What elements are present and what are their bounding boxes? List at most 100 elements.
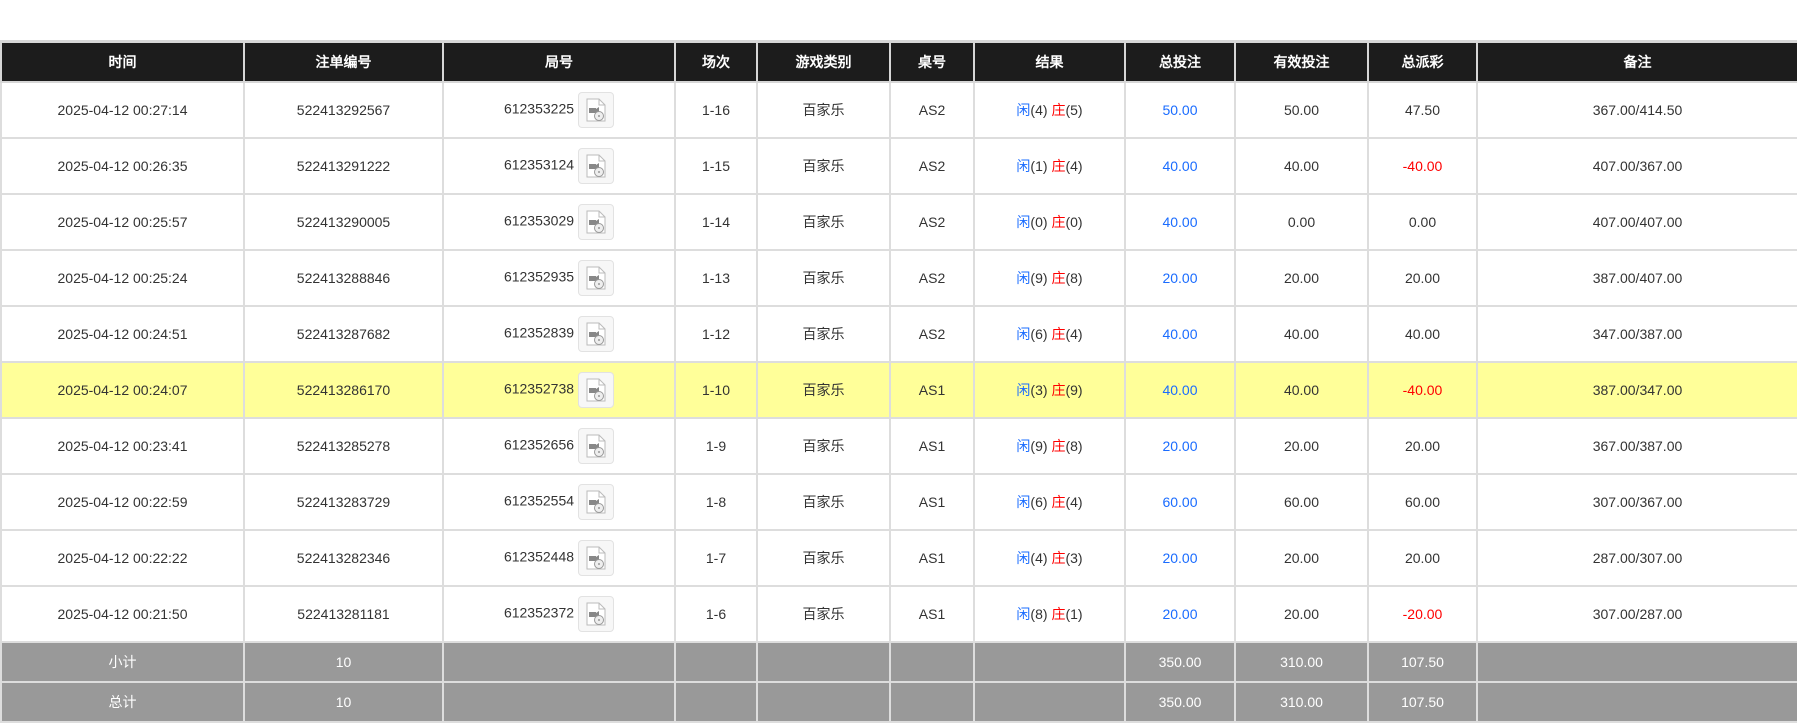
header-total-bet: 总投注: [1124, 40, 1236, 83]
cell-payout: 0.00: [1367, 193, 1478, 251]
video-replay-icon[interactable]: [578, 428, 615, 464]
cell-table: AS1: [889, 529, 975, 587]
cell-time: 2025-04-12 00:25:24: [0, 249, 245, 307]
banker-score: (4): [1065, 326, 1083, 342]
cell-result: 闲(9) 庄(8): [973, 417, 1126, 475]
cell-result: 闲(1) 庄(4): [973, 137, 1126, 195]
player-label: 闲: [1016, 606, 1031, 622]
cell-total-bet: 40.00: [1124, 137, 1236, 195]
video-replay-icon[interactable]: [578, 596, 615, 632]
cell-bet-id: 522413292567: [243, 81, 444, 139]
cell-round: 612353124: [442, 137, 676, 195]
subtotal-payout: 107.50: [1367, 641, 1478, 683]
cell-total-bet: 40.00: [1124, 305, 1236, 363]
banker-label: 庄: [1051, 326, 1066, 342]
header-round: 局号: [442, 40, 676, 83]
cell-time: 2025-04-12 00:24:51: [0, 305, 245, 363]
cell-valid-bet: 60.00: [1234, 473, 1369, 531]
total-count: 10: [243, 681, 444, 723]
banker-score: (9): [1065, 382, 1083, 398]
video-replay-icon[interactable]: [578, 484, 615, 520]
cell-round: 612352448: [442, 529, 676, 587]
cell-game-type: 百家乐: [756, 81, 891, 139]
round-number: 612352656: [503, 436, 575, 453]
header-time: 时间: [0, 40, 245, 83]
cell-bet-id: 522413282346: [243, 529, 444, 587]
cell-note: 307.00/287.00: [1476, 585, 1797, 643]
cell-game-type: 百家乐: [756, 137, 891, 195]
cell-total-bet: 50.00: [1124, 81, 1236, 139]
cell-payout: -40.00: [1367, 137, 1478, 195]
cell-note: 407.00/367.00: [1476, 137, 1797, 195]
player-score: (9): [1030, 438, 1048, 454]
header-result: 结果: [973, 40, 1126, 83]
cell-table: AS2: [889, 305, 975, 363]
cell-total-bet: 40.00: [1124, 193, 1236, 251]
video-replay-icon[interactable]: [578, 540, 615, 576]
table-row: 2025-04-12 00:23:41 522413285278 6123526…: [0, 417, 1797, 475]
cell-payout: -20.00: [1367, 585, 1478, 643]
player-score: (6): [1030, 326, 1048, 342]
header-bet-id: 注单编号: [243, 40, 444, 83]
total-label: 总计: [0, 681, 245, 723]
video-replay-icon[interactable]: [578, 204, 615, 240]
round-number: 612353029: [503, 212, 575, 229]
subtotal-count: 10: [243, 641, 444, 683]
video-replay-icon[interactable]: [578, 260, 615, 296]
cell-note: 407.00/407.00: [1476, 193, 1797, 251]
cell-game-type: 百家乐: [756, 193, 891, 251]
cell-result: 闲(8) 庄(1): [973, 585, 1126, 643]
cell-round: 612352656: [442, 417, 676, 475]
cell-table: AS1: [889, 585, 975, 643]
table-row: 2025-04-12 00:25:24 522413288846 6123529…: [0, 249, 1797, 307]
total-total-bet: 350.00: [1124, 681, 1236, 723]
cell-game-type: 百家乐: [756, 529, 891, 587]
cell-bet-id: 522413286170: [243, 361, 444, 419]
round-number: 612352448: [503, 548, 575, 565]
header-session: 场次: [674, 40, 758, 83]
cell-payout: 20.00: [1367, 529, 1478, 587]
banker-label: 庄: [1051, 382, 1066, 398]
cell-valid-bet: 20.00: [1234, 529, 1369, 587]
cell-note: 287.00/307.00: [1476, 529, 1797, 587]
cell-bet-id: 522413283729: [243, 473, 444, 531]
cell-bet-id: 522413287682: [243, 305, 444, 363]
cell-session: 1-6: [674, 585, 758, 643]
banker-score: (5): [1065, 102, 1083, 118]
round-number: 612352372: [503, 604, 575, 621]
cell-result: 闲(0) 庄(0): [973, 193, 1126, 251]
cell-bet-id: 522413281181: [243, 585, 444, 643]
cell-round: 612352935: [442, 249, 676, 307]
video-replay-icon[interactable]: [578, 372, 615, 408]
banker-label: 庄: [1051, 270, 1066, 286]
cell-valid-bet: 20.00: [1234, 249, 1369, 307]
cell-time: 2025-04-12 00:27:14: [0, 81, 245, 139]
cell-result: 闲(4) 庄(3): [973, 529, 1126, 587]
video-replay-icon[interactable]: [578, 92, 615, 128]
cell-game-type: 百家乐: [756, 417, 891, 475]
banker-score: (4): [1065, 158, 1083, 174]
banker-score: (0): [1065, 214, 1083, 230]
cell-session: 1-14: [674, 193, 758, 251]
cell-note: 347.00/387.00: [1476, 305, 1797, 363]
header-game-type: 游戏类别: [756, 40, 891, 83]
player-score: (6): [1030, 494, 1048, 510]
player-score: (0): [1030, 214, 1048, 230]
cell-total-bet: 20.00: [1124, 529, 1236, 587]
cell-payout: -40.00: [1367, 361, 1478, 419]
table-row: 2025-04-12 00:27:14 522413292567 6123532…: [0, 81, 1797, 139]
round-number: 612352738: [503, 380, 575, 397]
player-label: 闲: [1016, 214, 1031, 230]
cell-note: 367.00/414.50: [1476, 81, 1797, 139]
table-row: 2025-04-12 00:24:51 522413287682 6123528…: [0, 305, 1797, 363]
cell-valid-bet: 40.00: [1234, 305, 1369, 363]
cell-payout: 20.00: [1367, 417, 1478, 475]
subtotal-row: 小计 10 350.00 310.00 107.50: [0, 641, 1797, 683]
cell-result: 闲(3) 庄(9): [973, 361, 1126, 419]
cell-round: 612352372: [442, 585, 676, 643]
video-replay-icon[interactable]: [578, 316, 615, 352]
cell-time: 2025-04-12 00:22:22: [0, 529, 245, 587]
video-replay-icon[interactable]: [578, 148, 615, 184]
banker-label: 庄: [1051, 550, 1066, 566]
cell-table: AS2: [889, 81, 975, 139]
